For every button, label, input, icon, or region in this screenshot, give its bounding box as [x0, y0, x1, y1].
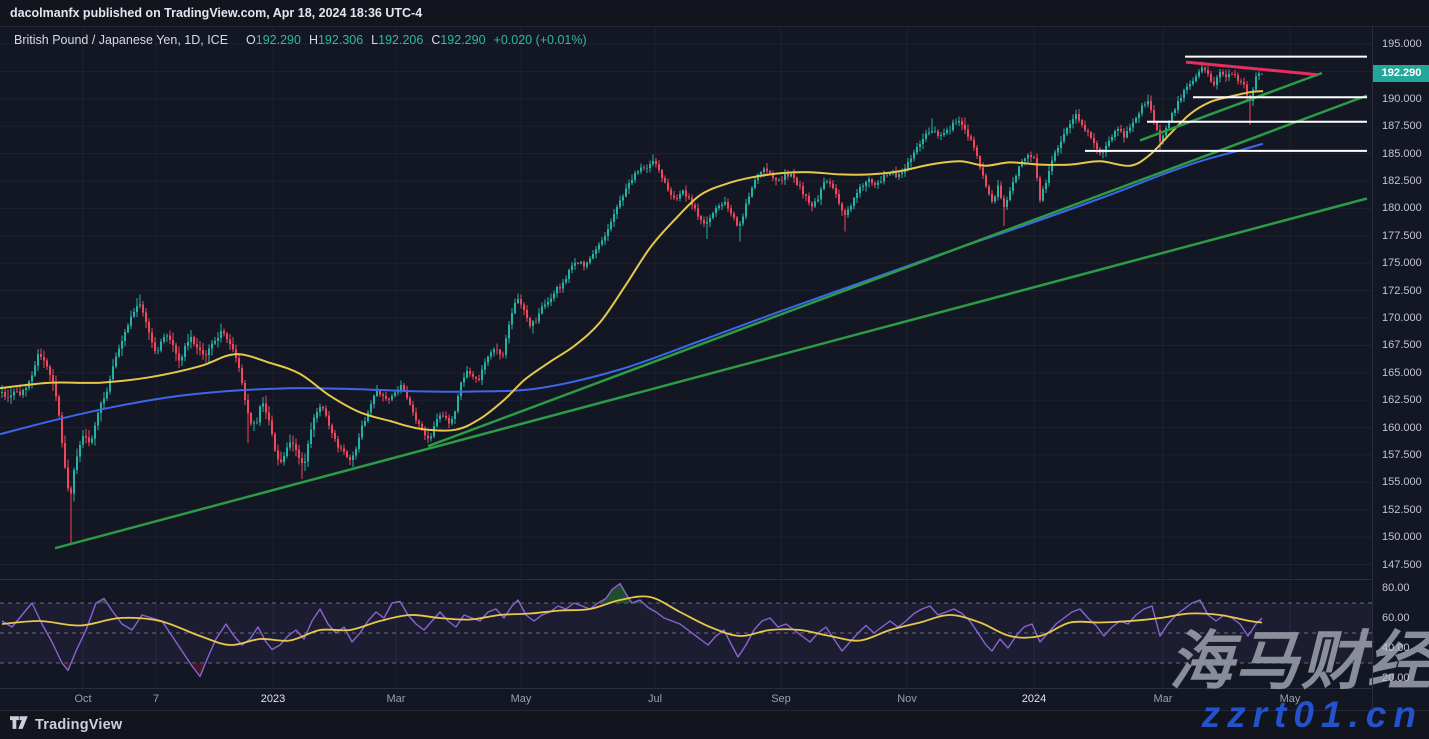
tradingview-logo[interactable]: TradingView — [10, 716, 122, 733]
price-tick-label: 162.500 — [1382, 394, 1422, 407]
time-tick-label: Oct — [74, 693, 92, 705]
price-tick-label: 150.000 — [1382, 531, 1422, 544]
time-tick-label: Mar — [1153, 693, 1173, 705]
price-tick-label: 195.000 — [1382, 38, 1422, 50]
price-tick-label: 170.000 — [1382, 312, 1422, 324]
time-tick-label: 2023 — [260, 693, 286, 705]
time-tick-label: Sep — [771, 693, 791, 705]
price-scale[interactable]: 192.290 195.000 190.000 187.500 185.000 182.… — [1372, 27, 1429, 710]
pennant-resistance-trendline — [1185, 60, 1319, 77]
footer-bar: TradingView — [0, 711, 1429, 739]
time-scale-border — [0, 710, 1429, 711]
legend-change-value: +0.020 (+0.01%) — [493, 33, 587, 47]
ma-fast-line — [0, 90, 1264, 432]
legend-low-label: L — [371, 33, 379, 47]
price-tick-label: 182.500 — [1382, 175, 1422, 187]
rsi-tick-label: 20.00 — [1382, 672, 1410, 684]
price-tick-label: 160.000 — [1382, 421, 1422, 434]
price-tick-label: 185.000 — [1382, 147, 1422, 160]
legend-symbol-text: British Pound / Japanese Yen, 1D, ICE — [14, 33, 229, 47]
chart-canvas[interactable] — [0, 0, 1372, 710]
price-tick-label: 165.000 — [1382, 366, 1422, 379]
rsi-tick-label: 40.00 — [1382, 642, 1410, 654]
price-tick-label: 167.500 — [1382, 339, 1422, 352]
price-tick-label: 175.000 — [1382, 257, 1422, 270]
time-scale[interactable]: Oct 7 2023 Mar May Jul Sep Nov 2024 Mar May — [0, 688, 1372, 710]
legend-open-label: O — [246, 33, 256, 47]
pane-divider[interactable] — [0, 579, 1372, 580]
time-tick-label: Nov — [897, 693, 917, 705]
price-tick-label: 180.000 — [1382, 202, 1422, 215]
attribution-bar: dacolmanfx published on TradingView.com,… — [0, 0, 1429, 27]
lower-channel-trendline — [54, 197, 1368, 550]
price-tick-label: 157.500 — [1382, 449, 1422, 461]
rsi-ma-line — [1, 595, 1263, 646]
time-tick-label: 2024 — [1021, 693, 1047, 705]
legend-high-value: 192.306 — [317, 33, 364, 47]
tradingview-logo-text: TradingView — [35, 716, 123, 733]
time-tick-label: Mar — [386, 693, 406, 705]
price-tick-label: 155.000 — [1382, 476, 1422, 489]
grid-layer — [0, 28, 1372, 688]
last-price-label: 192.290 — [1373, 65, 1429, 83]
price-tick-label: 147.500 — [1382, 558, 1422, 571]
upper-channel-trendline — [427, 94, 1368, 448]
price-tick-label: 152.500 — [1382, 503, 1422, 516]
time-tick-label: 7 — [152, 693, 160, 705]
legend-close-label: C — [431, 33, 441, 47]
price-tick-label: 190.000 — [1382, 92, 1422, 105]
ma-slow-line — [0, 142, 1264, 436]
time-tick-label: Jul — [647, 693, 663, 705]
legend-low-value: 192.206 — [378, 33, 424, 47]
tradingview-logo-icon — [10, 716, 29, 733]
legend-high-label: H — [308, 33, 318, 47]
rsi-tick-label: 60.00 — [1382, 612, 1410, 624]
rsi-pane — [0, 582, 1372, 678]
candles-layer — [1, 61, 1263, 545]
attribution-text: dacolmanfx published on TradingView.com,… — [10, 6, 423, 20]
price-tick-label: 187.500 — [1382, 120, 1422, 133]
legend-open-value: 192.290 — [255, 33, 301, 47]
legend-close-value: 192.290 — [440, 33, 486, 47]
pennant-support-trendline — [1139, 71, 1323, 142]
time-tick-label: May — [510, 693, 532, 705]
symbol-legend[interactable]: British Pound / Japanese Yen, 1D, ICE O19… — [14, 33, 587, 47]
rsi-tick-label: 80.00 — [1382, 582, 1410, 594]
price-tick-label: 177.500 — [1382, 229, 1422, 242]
time-tick-label: May — [1279, 693, 1301, 705]
price-tick-label: 172.500 — [1382, 284, 1422, 297]
